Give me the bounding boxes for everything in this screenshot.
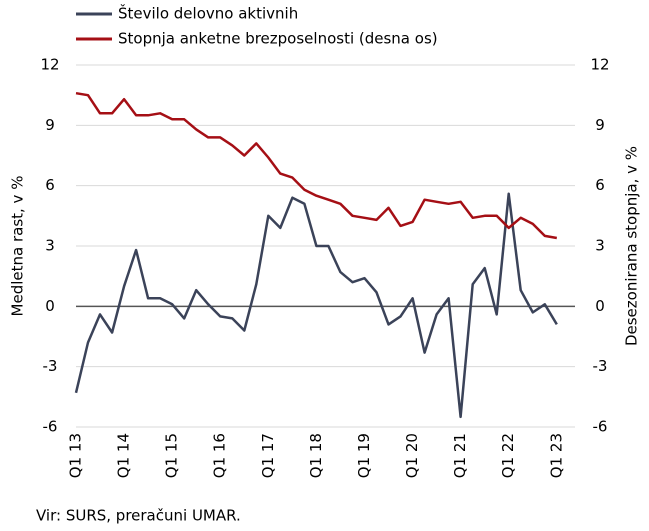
legend-label: Število delovno aktivnih [118, 4, 298, 23]
y2-tick-label: 6 [595, 176, 605, 194]
y-tick-label: 9 [45, 116, 55, 134]
y-tick-label: 3 [45, 237, 55, 255]
y2-tick-label: 0 [595, 297, 605, 315]
x-tick-label: Q1 19 [355, 433, 373, 478]
y-tick-label: 0 [45, 297, 55, 315]
y2-tick-label: -3 [593, 357, 608, 375]
x-tick-label: Q1 18 [307, 433, 325, 478]
y-axis-title: Medletna rast, v % [9, 176, 27, 317]
x-tick-label: Q1 16 [211, 433, 229, 478]
y2-tick-label: 9 [595, 116, 605, 134]
y-tick-label: 12 [40, 56, 59, 74]
y2-tick-label: -6 [593, 418, 608, 436]
data-line [74, 192, 558, 419]
y-tick-label: -3 [43, 357, 58, 375]
x-tick-label: Q1 21 [451, 433, 469, 478]
y2-axis-title: Desezonirana stopnja, v % [623, 146, 641, 346]
y2-tick-label: 3 [595, 237, 605, 255]
x-tick-label: Q1 23 [547, 433, 565, 478]
y-tick-label: -6 [43, 418, 58, 436]
x-tick-label: Q1 22 [499, 433, 517, 478]
legend-label: Stopnja anketne brezposelnosti (desna os… [118, 30, 438, 48]
y-tick-label: 6 [45, 176, 55, 194]
source: Vir: SURS, preračuni UMAR. [36, 507, 241, 525]
x-tick-label: Q1 14 [115, 433, 133, 478]
x-tick-label: Q1 13 [67, 433, 85, 478]
data-line [75, 91, 558, 240]
x-tick-label: Q1 17 [259, 433, 277, 478]
x-tick-label: Q1 20 [403, 433, 421, 478]
x-tick-label: Q1 15 [163, 433, 181, 478]
y2-tick-label: 12 [590, 56, 609, 74]
